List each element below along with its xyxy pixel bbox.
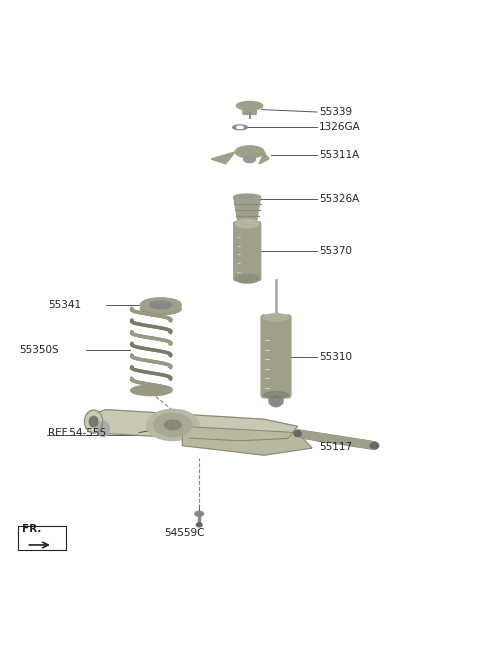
Ellipse shape: [294, 431, 301, 436]
Polygon shape: [234, 197, 261, 226]
Ellipse shape: [146, 409, 199, 441]
Text: FR.: FR.: [22, 524, 41, 535]
Text: 55370: 55370: [319, 246, 352, 256]
Text: REF.54-555: REF.54-555: [48, 428, 106, 438]
Text: 55326A: 55326A: [319, 194, 360, 205]
Text: 1326GA: 1326GA: [319, 122, 361, 132]
FancyBboxPatch shape: [243, 104, 256, 114]
Polygon shape: [259, 152, 269, 164]
Text: 55117: 55117: [319, 442, 352, 452]
Ellipse shape: [264, 314, 288, 321]
FancyBboxPatch shape: [261, 315, 291, 398]
Ellipse shape: [235, 146, 264, 158]
Ellipse shape: [237, 126, 243, 129]
Polygon shape: [86, 409, 298, 441]
Ellipse shape: [236, 274, 259, 283]
Text: 55350S: 55350S: [19, 344, 59, 355]
Ellipse shape: [89, 417, 98, 427]
Text: 55311A: 55311A: [319, 150, 360, 160]
Ellipse shape: [196, 523, 202, 527]
Ellipse shape: [264, 392, 288, 399]
Text: 55310: 55310: [319, 352, 352, 362]
Polygon shape: [182, 426, 312, 455]
Ellipse shape: [97, 421, 109, 436]
Ellipse shape: [84, 410, 103, 433]
Ellipse shape: [240, 195, 254, 199]
Ellipse shape: [244, 155, 256, 163]
Ellipse shape: [236, 219, 259, 228]
FancyBboxPatch shape: [234, 222, 261, 281]
Ellipse shape: [234, 194, 261, 200]
Ellipse shape: [272, 397, 280, 403]
Ellipse shape: [271, 398, 281, 407]
Text: 54559C: 54559C: [165, 529, 205, 539]
Ellipse shape: [140, 303, 181, 315]
Ellipse shape: [131, 385, 172, 396]
Ellipse shape: [150, 301, 172, 309]
Text: 55341: 55341: [48, 300, 81, 310]
Ellipse shape: [237, 102, 263, 110]
Text: 55339: 55339: [319, 107, 352, 117]
Ellipse shape: [164, 420, 181, 430]
Ellipse shape: [140, 298, 181, 312]
Ellipse shape: [269, 396, 283, 406]
Polygon shape: [211, 152, 235, 164]
Ellipse shape: [233, 125, 247, 130]
Ellipse shape: [154, 413, 192, 436]
Ellipse shape: [370, 443, 379, 449]
Ellipse shape: [195, 512, 204, 516]
